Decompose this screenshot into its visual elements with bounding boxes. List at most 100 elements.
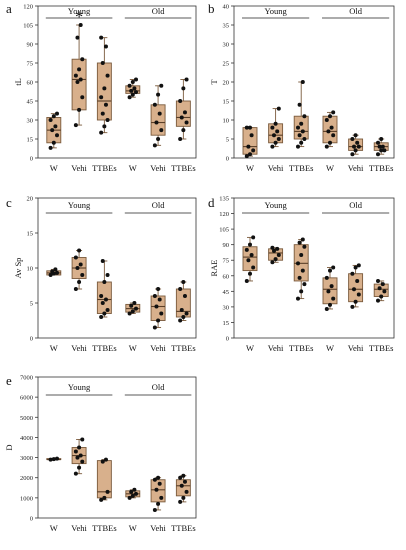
data-point bbox=[297, 275, 302, 280]
data-point bbox=[55, 456, 59, 461]
data-point bbox=[51, 140, 56, 145]
y-tick-label: 20 bbox=[27, 196, 34, 203]
box-4 bbox=[125, 487, 141, 500]
data-point bbox=[249, 253, 254, 258]
data-point bbox=[248, 271, 252, 276]
data-point bbox=[184, 311, 189, 316]
box-3 bbox=[96, 457, 112, 502]
data-point bbox=[302, 137, 307, 141]
data-point bbox=[377, 286, 382, 291]
data-point bbox=[356, 292, 361, 297]
data-point bbox=[178, 318, 183, 323]
data-point bbox=[75, 266, 80, 270]
group-label: Young bbox=[68, 200, 91, 210]
chart-panel-b: b 0 5 10 15 20 25 30 35 40 T W Vehi TTBEs W Vehi TTBEs Yo… bbox=[208, 1, 395, 173]
plot-frame bbox=[37, 197, 197, 339]
x-category-label: Vehi bbox=[71, 523, 87, 533]
data-point bbox=[132, 86, 137, 91]
x-category-label: W bbox=[50, 523, 58, 533]
data-point bbox=[244, 154, 249, 159]
data-point bbox=[102, 311, 107, 316]
y-tick-label: 120 bbox=[23, 4, 33, 11]
x-category-label: TTBEs bbox=[92, 343, 117, 353]
data-point bbox=[102, 280, 107, 284]
plot-frame bbox=[233, 197, 395, 339]
data-point bbox=[181, 473, 186, 478]
y-tick-label: 45 bbox=[223, 289, 230, 296]
data-point bbox=[248, 125, 252, 130]
data-point bbox=[77, 248, 82, 253]
data-point bbox=[105, 73, 110, 78]
y-tick-label: 105 bbox=[219, 227, 229, 234]
data-point bbox=[331, 265, 336, 270]
y-tick-label: 0 bbox=[30, 156, 33, 163]
x-category-label: Vehi bbox=[268, 343, 284, 353]
data-point bbox=[78, 77, 83, 82]
data-point bbox=[78, 453, 83, 458]
data-point bbox=[352, 287, 356, 292]
y-tick-label: 15 bbox=[223, 320, 230, 327]
data-point bbox=[299, 140, 304, 145]
plot-frame bbox=[37, 5, 197, 159]
data-point bbox=[130, 493, 135, 498]
data-point bbox=[99, 294, 104, 298]
data-point bbox=[130, 80, 135, 84]
data-point bbox=[350, 137, 355, 141]
data-point bbox=[73, 255, 78, 260]
data-point bbox=[350, 304, 355, 309]
data-point bbox=[182, 479, 187, 484]
data-point bbox=[181, 128, 186, 133]
data-point bbox=[275, 129, 280, 134]
data-point bbox=[102, 124, 107, 129]
significance-star: * bbox=[75, 9, 83, 26]
x-category-label: TTBEs bbox=[289, 343, 314, 353]
data-point bbox=[48, 145, 53, 150]
data-point bbox=[376, 152, 380, 157]
data-point bbox=[105, 118, 110, 122]
data-point bbox=[156, 318, 161, 323]
data-point bbox=[77, 67, 82, 72]
plot-frame bbox=[37, 376, 197, 519]
box-2 bbox=[71, 23, 87, 128]
data-point bbox=[159, 83, 164, 88]
box-1 bbox=[242, 235, 258, 283]
data-point bbox=[154, 304, 159, 309]
data-point bbox=[159, 311, 164, 316]
data-point bbox=[178, 99, 183, 103]
data-point bbox=[300, 129, 305, 134]
data-point bbox=[77, 107, 82, 112]
plot-frame bbox=[233, 5, 395, 159]
y-axis-label: Av Sp bbox=[13, 258, 23, 279]
y-tick-label: 0 bbox=[30, 516, 33, 523]
box-6 bbox=[175, 473, 191, 504]
data-point bbox=[182, 110, 187, 115]
x-category-label: W bbox=[50, 343, 58, 353]
data-point bbox=[328, 302, 332, 307]
data-point bbox=[75, 80, 80, 84]
group-label: Old bbox=[349, 6, 363, 16]
data-point bbox=[328, 114, 332, 119]
box-2 bbox=[268, 106, 284, 149]
data-point bbox=[181, 86, 186, 91]
data-point bbox=[53, 267, 58, 272]
data-point bbox=[134, 90, 138, 95]
box-6 bbox=[175, 77, 191, 141]
data-point bbox=[184, 120, 189, 125]
x-category-label: Vehi bbox=[150, 163, 166, 173]
data-point bbox=[302, 114, 307, 119]
data-point bbox=[251, 235, 256, 240]
x-category-label: TTBEs bbox=[92, 523, 117, 533]
box-1 bbox=[242, 125, 258, 159]
y-tick-label: 75 bbox=[27, 61, 34, 68]
data-point bbox=[152, 477, 157, 482]
data-point bbox=[246, 144, 251, 149]
box-3 bbox=[293, 80, 309, 149]
chart-panel-a: a 0 15 30 45 60 75 90 105 120 tL W Vehi TTBEs W Vehi TTB… bbox=[6, 1, 197, 173]
data-point bbox=[296, 144, 300, 149]
data-point bbox=[48, 118, 53, 122]
box-2 bbox=[71, 248, 87, 291]
group-label: Old bbox=[152, 382, 166, 392]
data-point bbox=[376, 140, 380, 145]
group-label: Old bbox=[152, 6, 166, 16]
data-point bbox=[100, 459, 105, 464]
